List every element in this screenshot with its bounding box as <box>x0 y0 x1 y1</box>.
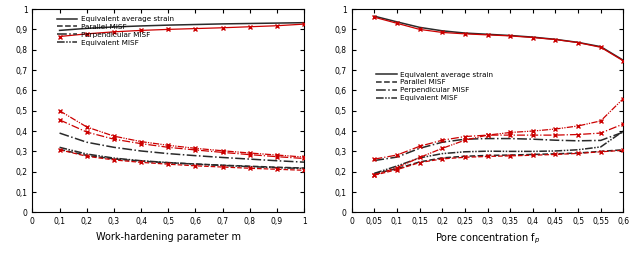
Legend: Equivalent average strain, Parallel MISF, Perpendicular MISF, Equivalent MISF: Equivalent average strain, Parallel MISF… <box>373 69 496 104</box>
X-axis label: Work-hardening parameter m: Work-hardening parameter m <box>96 232 241 242</box>
X-axis label: Pore concentration f$_p$: Pore concentration f$_p$ <box>435 232 540 246</box>
Legend: Equivalent average strain, Parallel MISF, Perpendicular MISF, Equivalent MISF: Equivalent average strain, Parallel MISF… <box>54 13 177 48</box>
